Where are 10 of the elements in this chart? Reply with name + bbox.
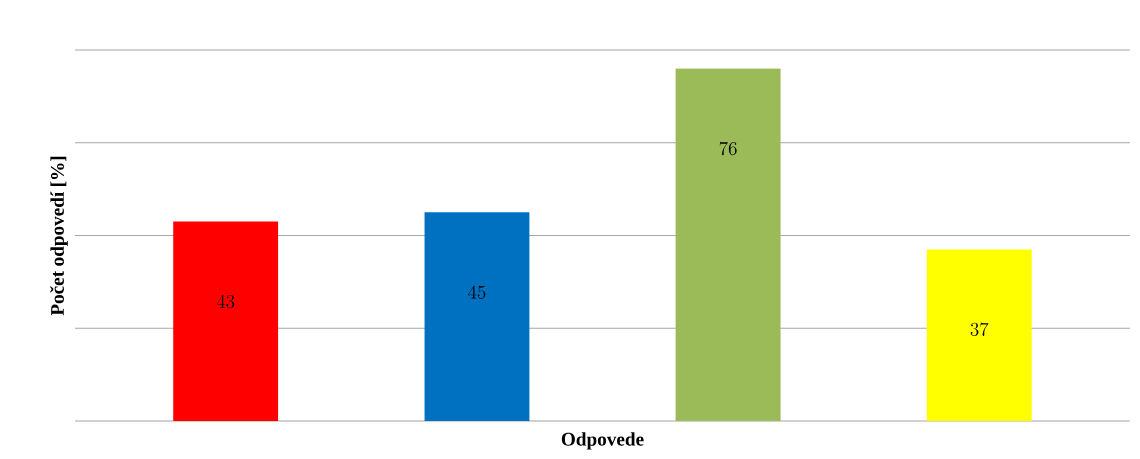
y-axis-title: Počet odpovedí [%] bbox=[50, 156, 68, 316]
bar bbox=[424, 212, 530, 421]
bar bbox=[926, 249, 1032, 421]
data-label: 76 bbox=[719, 141, 737, 156]
data-label: 37 bbox=[970, 322, 989, 336]
data-label: 45 bbox=[468, 285, 486, 299]
bar bbox=[173, 221, 279, 421]
x-axis-title: Odpovede bbox=[561, 432, 644, 450]
bar bbox=[675, 68, 781, 421]
data-label: 43 bbox=[216, 294, 235, 309]
